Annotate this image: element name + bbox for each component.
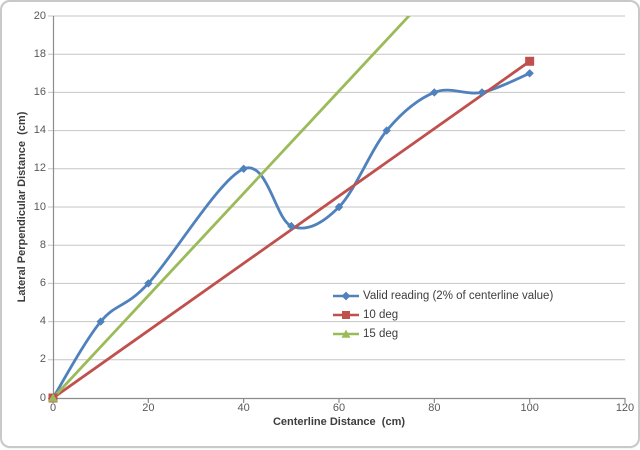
x-tick-label: 60 xyxy=(332,402,346,414)
marker-valid-reading-2-of-centerline-value[interactable] xyxy=(144,279,153,288)
legend: Valid reading (2% of centerline value) 1… xyxy=(332,286,553,343)
x-axis-title: Centerline Distance (cm) xyxy=(272,416,406,428)
marker-valid-reading-2-of-centerline-value[interactable] xyxy=(334,202,344,212)
y-tick-label: 12 xyxy=(33,162,46,175)
legend-label-valid-reading: Valid reading (2% of centerline value) xyxy=(363,289,554,302)
marker-valid-reading-2-of-centerline-value[interactable] xyxy=(525,69,534,78)
marker-valid-reading-2-of-centerline-value[interactable] xyxy=(96,317,105,326)
y-tick-label: 14 xyxy=(33,124,46,137)
y-tick-label: 2 xyxy=(39,353,46,366)
legend-label-10-deg: 10 deg xyxy=(363,308,399,321)
series-line-15-deg[interactable] xyxy=(52,2,530,400)
y-tick-label: 20 xyxy=(33,9,46,22)
x-tick-label: 20 xyxy=(142,402,155,414)
legend-item-15-deg[interactable]: 15 deg xyxy=(332,324,553,343)
legend-item-10-deg[interactable]: 10 deg xyxy=(332,305,553,324)
legend-line-diamond-icon xyxy=(333,291,359,300)
marker-valid-reading-2-of-centerline-value[interactable] xyxy=(477,88,487,97)
x-tick-label: 100 xyxy=(520,402,539,414)
marker-valid-reading-2-of-centerline-value[interactable] xyxy=(287,221,296,231)
legend-line-square-icon xyxy=(333,310,359,319)
marker-15-deg[interactable] xyxy=(48,393,58,402)
x-tick-label: 0 xyxy=(49,402,57,414)
legend-label-15-deg: 15 deg xyxy=(363,327,399,340)
marker-valid-reading-2-of-centerline-value[interactable] xyxy=(382,126,391,135)
y-tick-label: 10 xyxy=(33,200,46,213)
series-line-valid-reading-2-of-centerline-value[interactable] xyxy=(52,71,532,400)
marker-10-deg[interactable] xyxy=(525,56,535,66)
y-tick-label: 4 xyxy=(39,315,46,328)
marker-valid-reading-2-of-centerline-value[interactable] xyxy=(239,164,248,173)
legend-line-triangle-icon xyxy=(333,329,359,338)
y-tick-label: 8 xyxy=(39,238,46,251)
x-tick-label: 40 xyxy=(237,402,250,414)
y-tick-label: 16 xyxy=(33,85,46,98)
marker-valid-reading-2-of-centerline-value[interactable] xyxy=(430,88,439,97)
y-tick-label: 6 xyxy=(39,276,46,289)
x-tick-label: 120 xyxy=(615,402,635,414)
y-tick-label: 0 xyxy=(39,391,46,404)
x-tick-label: 80 xyxy=(428,402,441,414)
series-markers-valid-reading-2-of-centerline-value xyxy=(48,69,534,403)
legend-item-valid-reading[interactable]: Valid reading (2% of centerline value) xyxy=(332,286,553,305)
series-markers-15-deg xyxy=(48,393,58,402)
y-tick-label: 18 xyxy=(33,47,46,60)
